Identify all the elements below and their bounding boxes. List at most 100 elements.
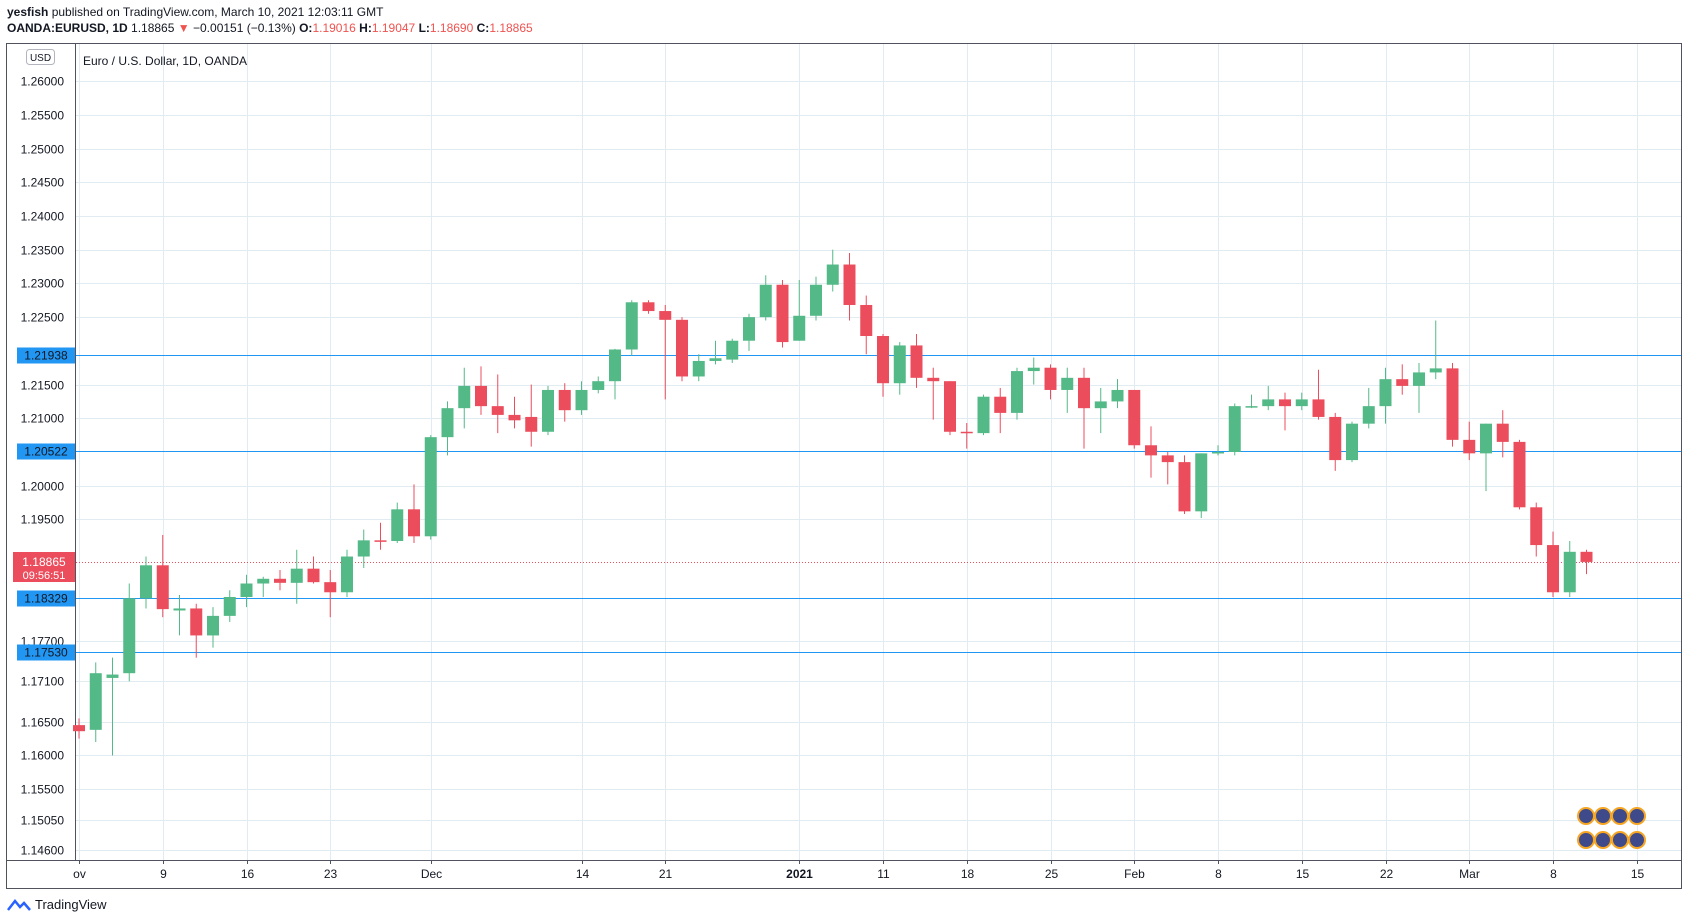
- candle-up: [1245, 406, 1258, 408]
- y-tick-label: 1.15050: [21, 814, 65, 828]
- candle-down: [558, 389, 571, 411]
- candle-up: [1262, 399, 1275, 407]
- price-line-badge: [17, 644, 75, 661]
- chart-title: Euro / U.S. Dollar, 1D, OANDA: [83, 54, 247, 68]
- event-flag-icon: [1594, 831, 1612, 849]
- x-tick-label: 8: [1215, 867, 1222, 881]
- candle-down: [1496, 423, 1509, 442]
- price-line-badge: [17, 590, 75, 607]
- event-flag-icon: [1611, 807, 1629, 825]
- candle-up: [441, 408, 454, 438]
- candle-up: [341, 556, 353, 593]
- candle-up: [575, 389, 588, 411]
- candle-up: [424, 437, 437, 537]
- x-tick-label: 14: [576, 867, 590, 881]
- candle-down: [73, 725, 85, 732]
- x-tick-label: ov: [73, 867, 86, 881]
- candle-up: [1027, 367, 1040, 372]
- candle-up: [1413, 372, 1425, 386]
- candle-down: [307, 568, 320, 583]
- y-tick-label: 1.14600: [21, 844, 65, 858]
- price-change: −0.00151 (−0.13%): [193, 21, 296, 35]
- candle-up: [1212, 452, 1224, 454]
- candle-up: [1195, 453, 1208, 512]
- current-price-badge: [13, 552, 75, 582]
- x-tick-label: Mar: [1459, 867, 1480, 881]
- currency-badge[interactable]: USD: [26, 49, 55, 65]
- candle-down: [374, 540, 387, 542]
- candle-down: [1044, 367, 1057, 390]
- candle-down: [508, 414, 521, 421]
- tradingview-logo[interactable]: TradingView: [7, 897, 107, 912]
- candle-up: [609, 349, 621, 382]
- x-tick-label: Feb: [1124, 867, 1145, 881]
- down-arrow-icon: ▼: [177, 21, 190, 35]
- candle-down: [843, 264, 856, 305]
- low-value: 1.18690: [429, 21, 474, 35]
- candle-up: [1295, 399, 1308, 407]
- open-value: 1.19016: [312, 21, 356, 35]
- candle-down: [190, 608, 203, 636]
- candle-up: [793, 315, 806, 341]
- y-tick-label: 1.22500: [21, 311, 65, 325]
- candle-down: [1463, 439, 1476, 454]
- candle-up: [1563, 551, 1576, 593]
- candle-up: [140, 565, 152, 599]
- author-name[interactable]: yesfish: [7, 5, 49, 19]
- current-price-label: 1.18865: [22, 555, 66, 569]
- tradingview-logo-icon: [7, 898, 31, 911]
- economic-events[interactable]: [1577, 807, 1646, 849]
- y-tick-label: 1.25000: [21, 143, 65, 157]
- event-flag-icon: [1628, 807, 1646, 825]
- x-tick-label: 16: [241, 867, 255, 881]
- symbol-info: OANDA:EURUSD, 1D 1.18865 ▼ −0.00151 (−0.…: [7, 21, 533, 35]
- candle-down: [1580, 551, 1593, 562]
- time-axis[interactable]: ov 9 16 23 Dec 14 21 2021 11 18 25 Feb 8 15 22 Mar 8 15: [73, 860, 1644, 881]
- candle-up: [257, 578, 270, 584]
- candle-down: [877, 336, 889, 384]
- price-axis[interactable]: 1.26000 1.25500 1.25000 1.24500 1.24000 1.235…: [13, 75, 75, 858]
- x-tick-label: 18: [961, 867, 975, 881]
- event-flag-icon: [1594, 807, 1612, 825]
- candle-down: [676, 319, 688, 377]
- y-tick-label: 1.25500: [21, 109, 65, 123]
- candle-up: [977, 396, 990, 434]
- x-tick-label: 9: [160, 867, 167, 881]
- symbol-label: OANDA:EURUSD, 1D: [7, 21, 128, 35]
- x-tick-label: 22: [1380, 867, 1394, 881]
- publish-info: yesfish published on TradingView.com, Ma…: [7, 5, 383, 19]
- grid: [76, 44, 1681, 860]
- candle-up: [240, 583, 253, 597]
- horizontal-lines[interactable]: [76, 355, 1681, 653]
- event-flag-icon: [1577, 807, 1595, 825]
- candle-up: [1011, 371, 1023, 413]
- y-tick-label: 1.16500: [21, 716, 65, 730]
- candle-up: [458, 385, 471, 409]
- candle-down: [1329, 416, 1342, 461]
- published-text: published on TradingView.com, March 10, …: [51, 5, 384, 19]
- candle-down: [1279, 399, 1291, 407]
- close-value: 1.18865: [489, 21, 533, 35]
- candle-down: [1513, 441, 1526, 508]
- candle-down: [944, 381, 956, 432]
- y-tick-label: 1.17100: [21, 675, 65, 689]
- candle-down: [642, 302, 655, 312]
- candle-up: [1061, 377, 1074, 390]
- candle-up: [826, 264, 839, 285]
- brand-label: TradingView: [35, 897, 107, 912]
- candle-up: [893, 345, 906, 384]
- x-tick-label: 25: [1045, 867, 1059, 881]
- candle-up: [89, 673, 102, 730]
- price-line-badge: [17, 347, 75, 364]
- candle-up: [542, 389, 554, 432]
- x-tick-label: 8: [1550, 867, 1557, 881]
- y-tick-label: 1.20000: [21, 480, 65, 494]
- candle-down: [1178, 462, 1191, 512]
- close-label: C:: [476, 21, 490, 35]
- candle-up: [625, 302, 638, 350]
- x-tick-label: 11: [877, 867, 890, 881]
- candle-down: [274, 578, 286, 583]
- candle-down: [525, 416, 538, 432]
- candle-up: [726, 340, 739, 360]
